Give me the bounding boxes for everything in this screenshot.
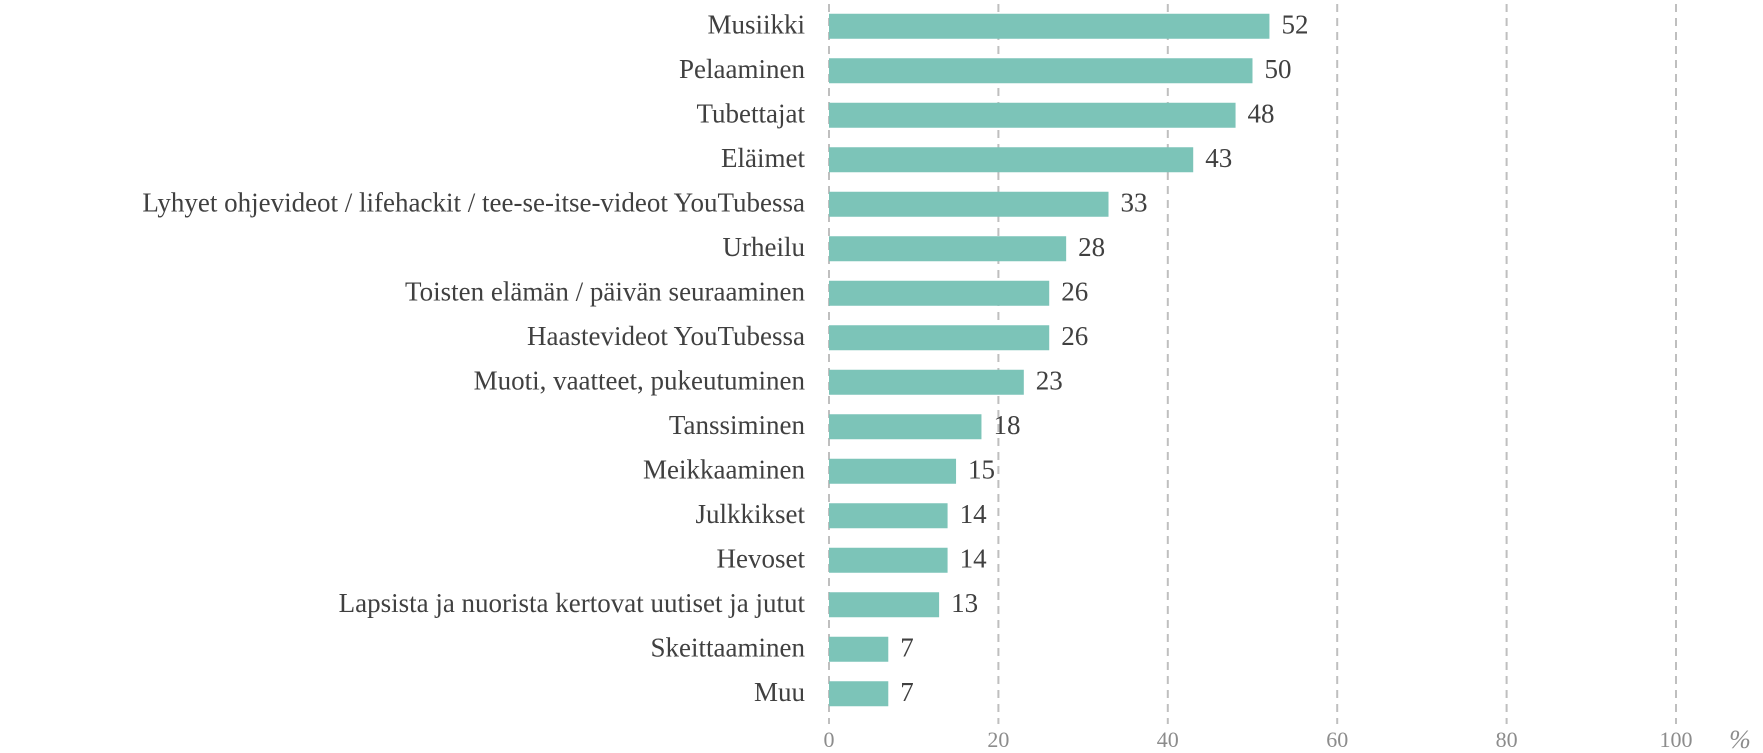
- category-label: Pelaaminen: [679, 54, 805, 84]
- value-label: 13: [951, 588, 978, 618]
- x-tick-label: 80: [1496, 727, 1518, 752]
- bar: [829, 13, 1270, 39]
- category-label: Meikkaaminen: [643, 454, 805, 484]
- x-tick-label: 60: [1326, 727, 1348, 752]
- category-label: Lapsista ja nuorista kertovat uutiset ja…: [339, 588, 806, 618]
- value-label: 52: [1281, 9, 1308, 39]
- category-label: Urheilu: [723, 232, 806, 262]
- bar: [829, 369, 1024, 395]
- category-label: Muu: [754, 677, 806, 707]
- bar: [829, 414, 982, 440]
- bar: [829, 547, 948, 573]
- value-label: 14: [960, 543, 988, 573]
- value-label: 26: [1061, 321, 1088, 351]
- bar: [829, 503, 948, 529]
- category-label: Eläimet: [721, 143, 805, 173]
- category-label: Toisten elämän / päivän seuraaminen: [405, 276, 805, 306]
- bar: [829, 236, 1067, 262]
- bar: [829, 592, 940, 618]
- value-label: 33: [1121, 187, 1148, 217]
- x-tick-label: 100: [1660, 727, 1693, 752]
- bar: [829, 102, 1236, 128]
- category-label: Haastevideot YouTubessa: [527, 321, 805, 351]
- value-label: 28: [1078, 232, 1105, 262]
- value-label: 15: [968, 454, 995, 484]
- category-label: Julkkikset: [695, 499, 805, 529]
- bar: [829, 147, 1194, 173]
- value-label: 48: [1248, 98, 1275, 128]
- x-tick-label: 20: [987, 727, 1009, 752]
- bar: [829, 325, 1050, 351]
- category-label: Hevoset: [717, 543, 806, 573]
- bar: [829, 458, 957, 484]
- category-label: Lyhyet ohjevideot / lifehackit / tee-se-…: [142, 187, 805, 217]
- bar: [829, 58, 1253, 84]
- category-label: Muoti, vaatteet, pukeutuminen: [474, 365, 806, 395]
- bar: [829, 681, 889, 707]
- category-label: Musiikki: [707, 9, 805, 39]
- bar: [829, 191, 1109, 217]
- category-label: Skeittaaminen: [651, 632, 806, 662]
- bar: [829, 280, 1050, 306]
- value-label: 7: [900, 677, 914, 707]
- value-label: 23: [1036, 365, 1063, 395]
- value-label: 26: [1061, 276, 1088, 306]
- category-label: Tanssiminen: [669, 410, 806, 440]
- value-label: 14: [960, 499, 988, 529]
- x-tick-label: 0: [824, 727, 835, 752]
- value-label: 18: [993, 410, 1020, 440]
- bar: [829, 636, 889, 662]
- x-tick-label: 40: [1157, 727, 1179, 752]
- category-label: Tubettajat: [696, 98, 805, 128]
- value-label: 7: [900, 632, 914, 662]
- x-axis-label: %: [1729, 725, 1751, 753]
- value-label: 50: [1265, 54, 1292, 84]
- value-label: 43: [1205, 143, 1232, 173]
